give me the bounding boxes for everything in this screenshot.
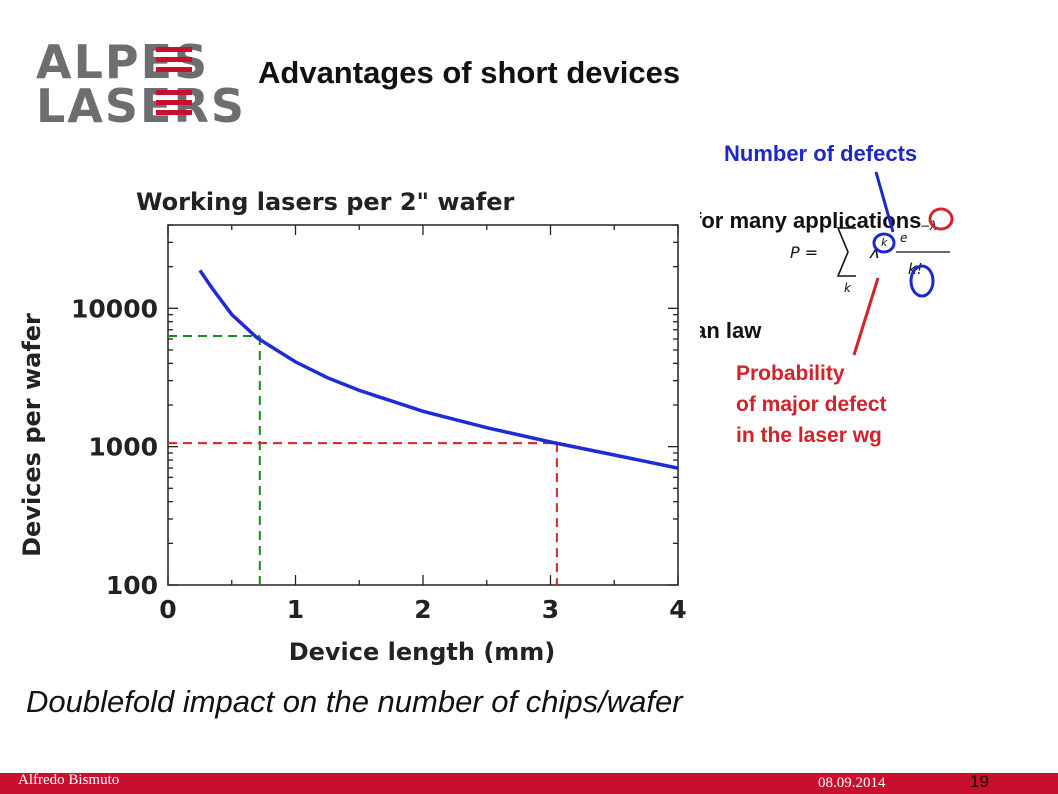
y-tick-label: 1000 — [88, 433, 158, 462]
working-lasers-chart: Working lasers per 2" wafer 0 1 2 3 4 100 1000… — [0, 170, 700, 670]
defects-label: Number of defects — [724, 141, 918, 166]
probability-line-1: Probability — [736, 362, 845, 385]
formula-exponent: k — [881, 236, 888, 249]
x-tick-label: 0 — [159, 595, 176, 624]
x-tick-label: 1 — [287, 595, 304, 624]
formula-denominator: k! — [908, 260, 923, 278]
bullet-text-2: ian law — [688, 318, 762, 343]
formula-e: e — [900, 231, 907, 245]
alpes-lasers-logo: ALPES LASERS — [36, 38, 246, 126]
chart-title: Working lasers per 2" wafer — [136, 188, 515, 216]
footer-author: Alfredo Bismuto — [18, 772, 120, 788]
footer-bar — [0, 773, 1058, 794]
tick-labels: 0 1 2 3 4 100 1000 10000 — [71, 294, 687, 624]
guide-lines — [168, 335, 558, 585]
logo-line-2: LASERS — [36, 79, 246, 126]
series-line — [198, 269, 679, 470]
formula-lambda: λ — [869, 243, 880, 263]
conclusion-text: Doublefold impact on the number of chips… — [26, 684, 683, 719]
y-tick-label: 10000 — [71, 294, 158, 323]
sum-index: k — [844, 281, 852, 295]
probability-line-3: in the laser wg — [736, 424, 882, 447]
logo-line-1: ALPES — [36, 38, 209, 89]
probability-line-2: of major defect — [736, 393, 887, 416]
y-axis-label: Devices per wafer — [18, 313, 46, 557]
slide-title: Advantages of short devices — [258, 55, 681, 90]
probability-label: Probability of major defect in the laser… — [736, 358, 887, 451]
footer-date: 08.09.2014 — [818, 775, 886, 791]
x-tick-label: 2 — [414, 595, 431, 624]
poisson-formula: P = k λ k e −λ k! — [790, 219, 950, 295]
sum-sign — [836, 227, 856, 277]
formula-lhs: P = — [790, 243, 818, 262]
x-axis-label: Device length (mm) — [289, 638, 556, 666]
x-tick-label: 4 — [669, 595, 686, 624]
plot-area — [167, 224, 679, 586]
logo-stripes — [156, 47, 192, 115]
formula-minus-lambda: −λ — [920, 219, 937, 233]
y-tick-label: 100 — [106, 571, 158, 600]
page-number: 19 — [970, 772, 989, 791]
x-tick-label: 3 — [542, 595, 559, 624]
